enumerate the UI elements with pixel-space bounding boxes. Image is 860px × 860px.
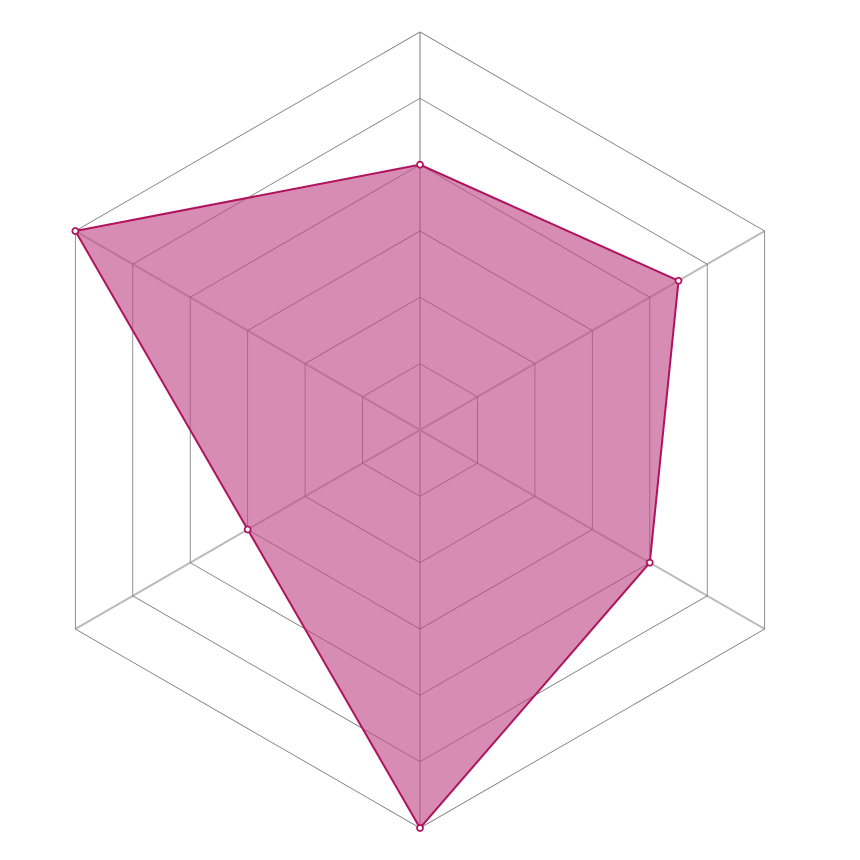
data-point — [674, 276, 683, 285]
series-area — [73, 163, 680, 830]
data-point — [71, 227, 80, 235]
data-point — [416, 824, 424, 832]
radar-series — [71, 160, 683, 832]
data-point — [416, 160, 424, 169]
data-point — [243, 525, 252, 534]
data-point — [645, 558, 654, 567]
